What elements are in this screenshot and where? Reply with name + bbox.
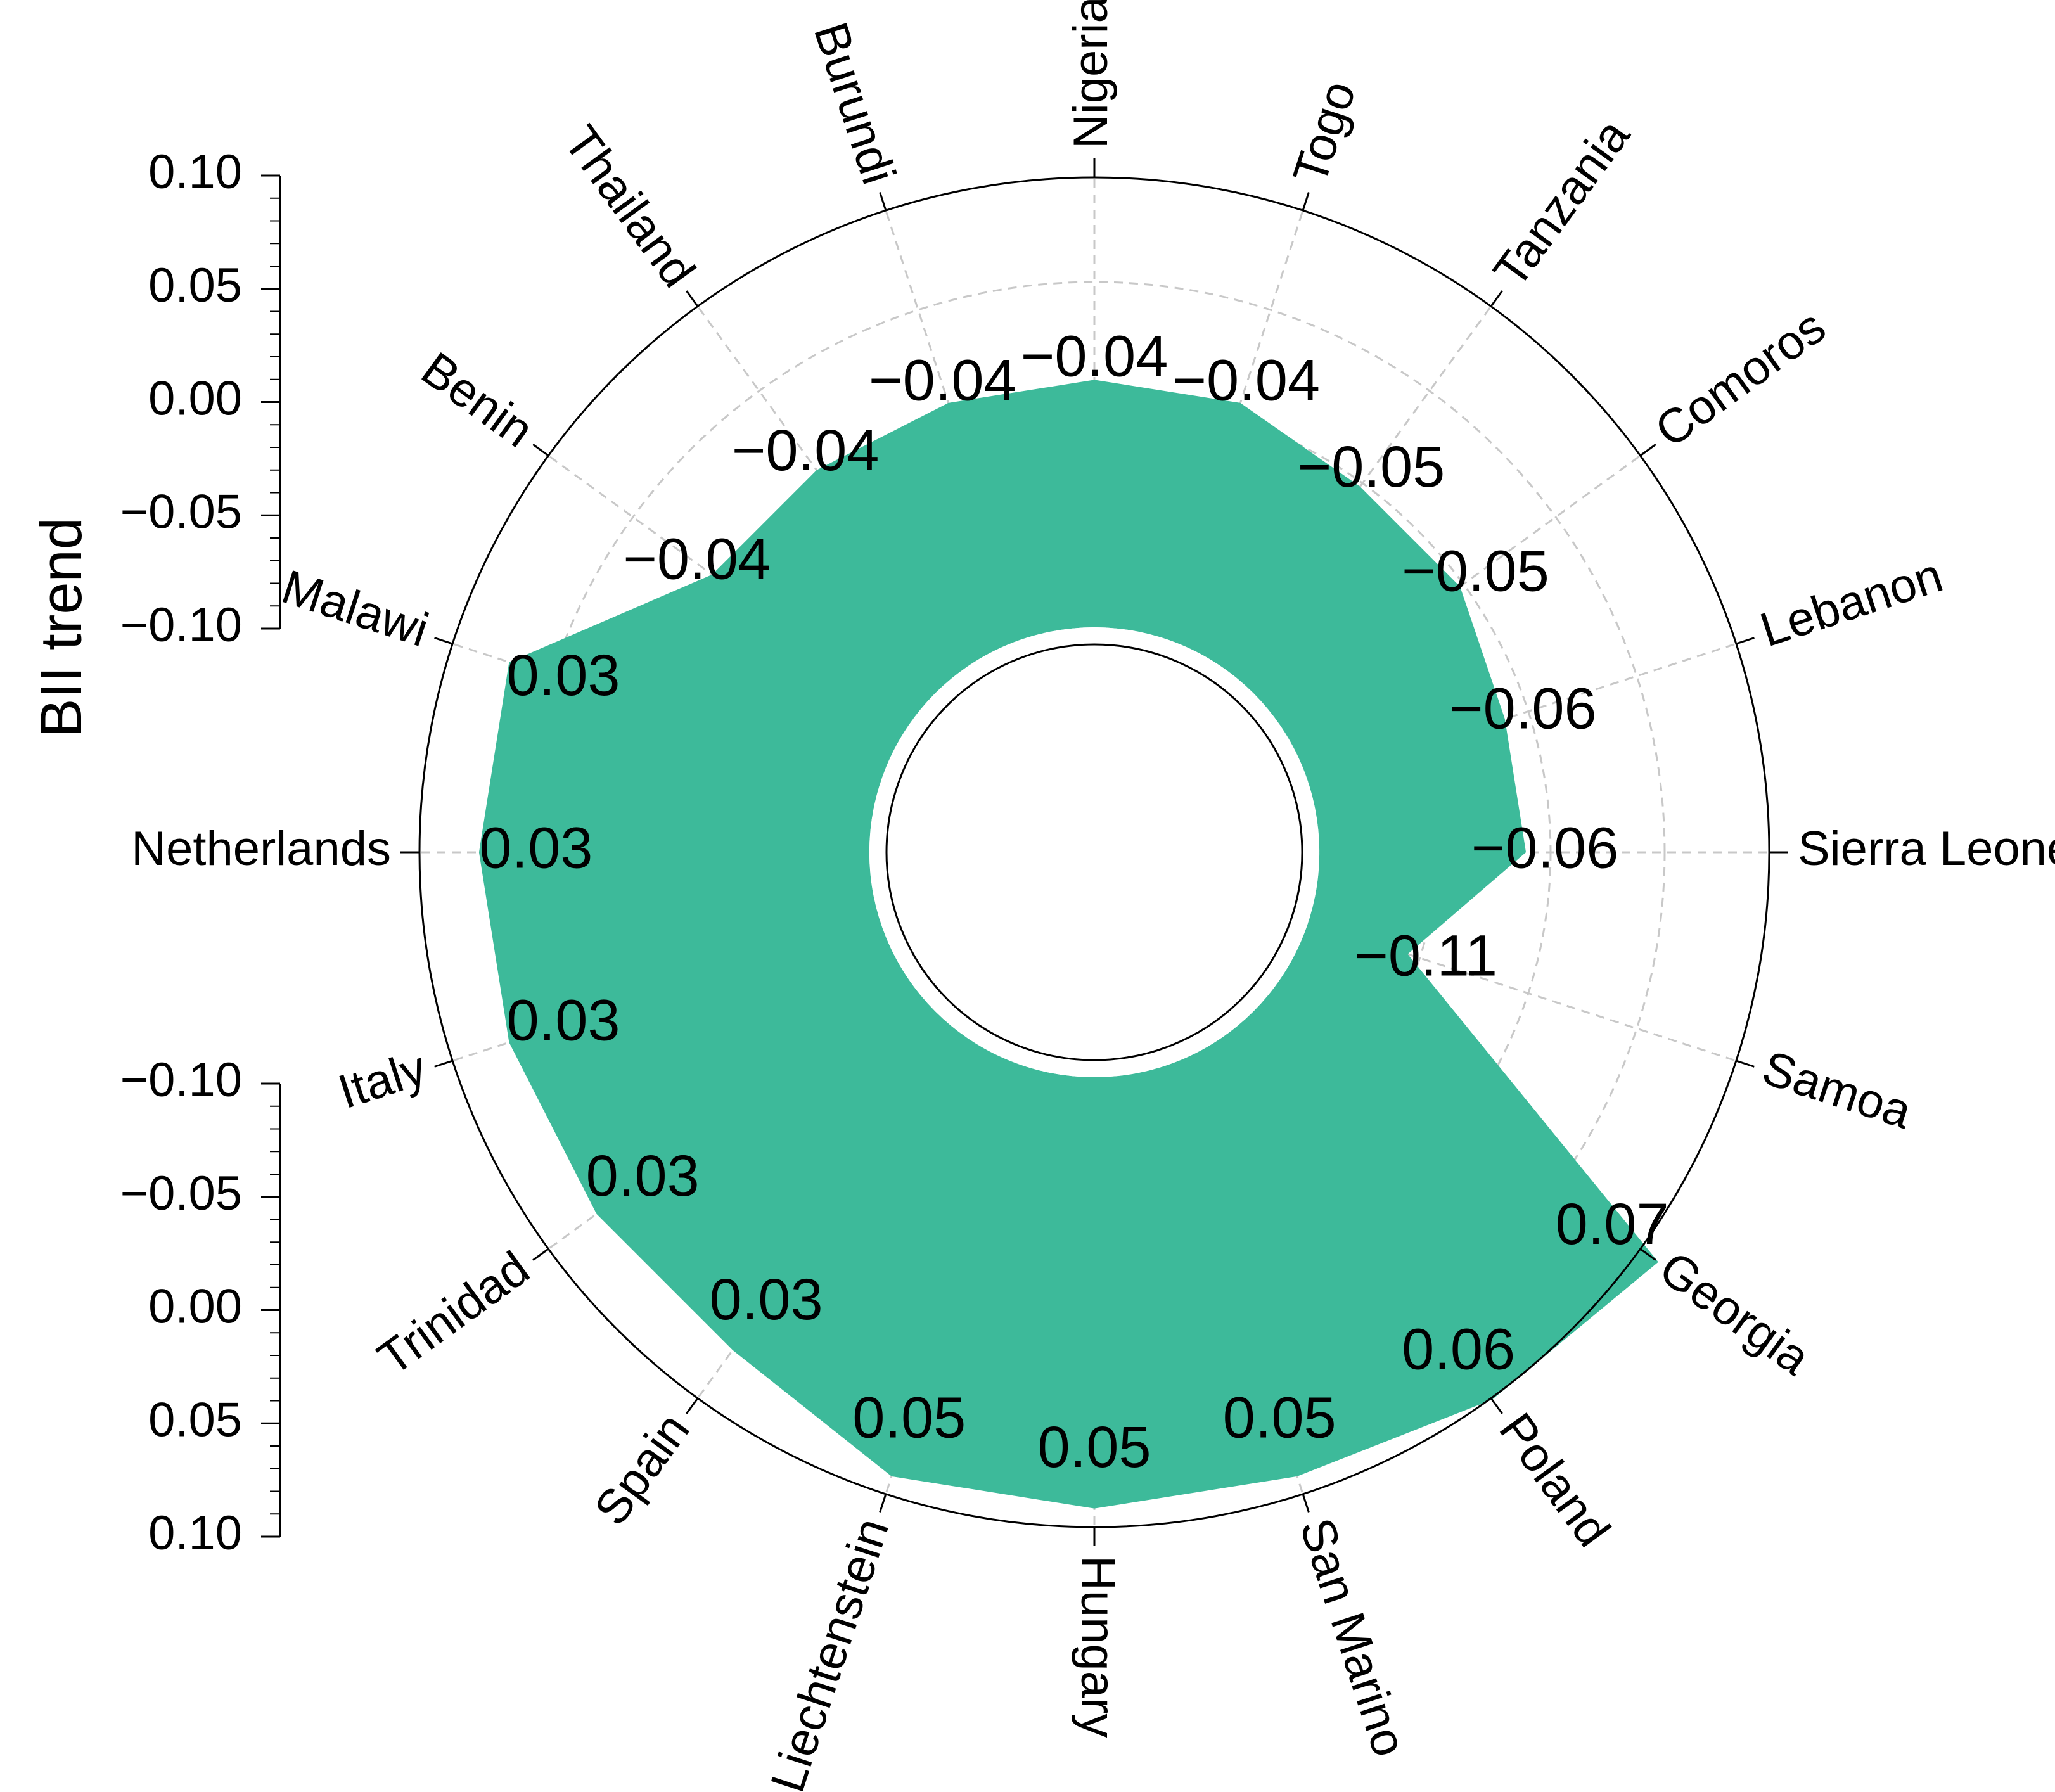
category-label: Comoros	[1646, 300, 1835, 458]
category-label: Togo	[1283, 75, 1366, 191]
lower-y-axis: −0.10 −0.05 0.00 0.05 0.10	[120, 1053, 281, 1560]
outer-tick	[879, 1494, 887, 1513]
chart-frame	[400, 158, 1788, 1546]
upper-tick-label: 0.00	[148, 372, 242, 426]
outer-tick	[1639, 1248, 1656, 1261]
outer-tick	[1490, 290, 1503, 307]
outer-tick	[1302, 1494, 1310, 1513]
category-label: Benin	[412, 342, 543, 458]
outer-tick	[1736, 637, 1755, 645]
value-label: −0.05	[1298, 435, 1445, 499]
value-label: −0.04	[732, 418, 880, 483]
category-label: Sierra Leone	[1798, 822, 2055, 876]
value-label: −0.04	[1021, 324, 1168, 389]
value-label: 0.03	[506, 989, 620, 1053]
upper-tick-label: −0.10	[120, 598, 242, 652]
outer-tick	[1302, 192, 1310, 211]
lower-tick-label: −0.05	[120, 1167, 242, 1220]
lower-tick-label: 0.10	[148, 1506, 242, 1560]
upper-y-axis: 0.10 0.05 0.00 −0.05 −0.10	[120, 145, 281, 652]
outer-circle	[418, 176, 1770, 1528]
bii-area	[478, 380, 1658, 1509]
outer-tick	[1639, 444, 1656, 457]
grid-ring-3	[523, 281, 1666, 1424]
value-label: 0.03	[479, 816, 592, 880]
category-label: Georgia	[1649, 1241, 1820, 1386]
category-label: Malawi	[276, 560, 435, 657]
category-label: Poland	[1488, 1404, 1620, 1556]
value-label: 0.06	[1402, 1317, 1515, 1381]
outer-tick	[1736, 1059, 1755, 1068]
data-area	[478, 380, 1658, 1509]
category-label: Italy	[332, 1040, 433, 1119]
value-label: 0.05	[852, 1386, 966, 1450]
category-label: Nigeria	[1064, 0, 1118, 149]
value-label: −0.04	[869, 349, 1016, 413]
y-axis-title: BII trend	[29, 517, 94, 738]
value-label: 0.03	[710, 1267, 823, 1332]
category-label: Thailand	[553, 116, 705, 297]
outer-tick	[686, 290, 699, 307]
category-label: Spain	[584, 1404, 700, 1535]
outer-tick	[1490, 1397, 1503, 1414]
outer-tick	[686, 1397, 699, 1414]
lower-tick-label: 0.05	[148, 1393, 242, 1447]
outer-tick	[434, 1059, 453, 1068]
upper-tick-label: −0.05	[120, 485, 242, 539]
lower-tick-label: −0.10	[120, 1053, 242, 1107]
category-label: Burundi	[803, 16, 906, 190]
outer-tick	[879, 192, 887, 211]
outer-tick	[434, 637, 453, 645]
value-label: 0.03	[586, 1144, 700, 1208]
value-label: −0.06	[1471, 816, 1619, 880]
category-label: Liechtenstein	[760, 1512, 899, 1792]
category-label: Trinidad	[368, 1241, 539, 1386]
outer-tick	[532, 1248, 549, 1261]
category-label: Samoa	[1756, 1040, 1918, 1139]
category-label: Hungary	[1071, 1556, 1125, 1738]
category-label: Netherlands	[131, 822, 391, 876]
category-label: Tanzania	[1483, 109, 1641, 297]
lower-tick-label: 0.00	[148, 1280, 242, 1334]
value-label: −0.04	[623, 527, 771, 591]
inner-hole	[869, 627, 1319, 1077]
value-label: 0.03	[506, 643, 620, 708]
value-label: 0.07	[1556, 1192, 1669, 1257]
value-label: −0.04	[1172, 349, 1320, 413]
value-label: 0.05	[1223, 1386, 1336, 1450]
outer-tick	[532, 444, 549, 457]
value-label: −0.05	[1402, 539, 1549, 603]
value-label: −0.06	[1449, 677, 1597, 741]
value-label: −0.11	[1354, 923, 1497, 988]
category-label: Lebanon	[1754, 548, 1949, 657]
inner-circle	[885, 643, 1303, 1061]
value-label: 0.05	[1037, 1415, 1151, 1480]
upper-tick-label: 0.10	[148, 145, 242, 199]
value-labels: −0.04 −0.04−0.05−0.05−0.06−0.06−0.110.070…	[479, 324, 1668, 1480]
category-label: San Marino	[1290, 1512, 1417, 1763]
upper-tick-label: 0.05	[148, 259, 242, 312]
